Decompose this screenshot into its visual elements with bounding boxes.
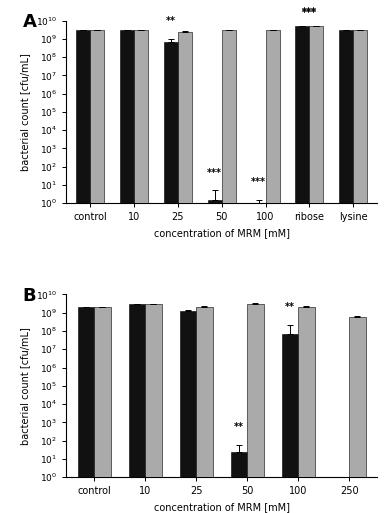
Bar [298, 307, 315, 513]
Bar [196, 307, 212, 513]
Text: **: ** [285, 302, 295, 312]
Text: A: A [23, 13, 37, 31]
Bar [247, 304, 264, 513]
Text: B: B [23, 287, 36, 305]
Y-axis label: bacterial count [cfu/mL]: bacterial count [cfu/mL] [20, 327, 30, 445]
X-axis label: concentration of MRM [mM]: concentration of MRM [mM] [154, 502, 290, 511]
Bar [231, 451, 247, 513]
X-axis label: concentration of MRM [mM]: concentration of MRM [mM] [154, 228, 290, 238]
Text: **: ** [234, 422, 244, 432]
Bar [134, 30, 148, 513]
Bar [266, 30, 280, 513]
Text: ***: *** [251, 177, 266, 187]
Bar [90, 30, 104, 513]
Bar [295, 26, 309, 513]
Text: ***: *** [302, 7, 317, 17]
Bar [120, 30, 134, 513]
Text: ***: *** [207, 168, 222, 177]
Bar [353, 30, 367, 513]
Bar [145, 304, 161, 513]
Text: **: ** [166, 16, 176, 27]
Bar [282, 334, 298, 513]
Bar [78, 307, 94, 513]
Y-axis label: bacterial count [cfu/mL]: bacterial count [cfu/mL] [20, 53, 30, 171]
Bar [309, 26, 323, 513]
Bar [94, 307, 110, 513]
Bar [180, 311, 196, 513]
Bar [252, 203, 266, 513]
Bar [178, 31, 192, 513]
Bar [129, 304, 145, 513]
Bar [76, 30, 90, 513]
Bar [222, 30, 236, 513]
Text: ***: *** [302, 8, 317, 18]
Bar [208, 200, 222, 513]
Bar [164, 42, 178, 513]
Bar [349, 317, 366, 513]
Bar [339, 30, 353, 513]
